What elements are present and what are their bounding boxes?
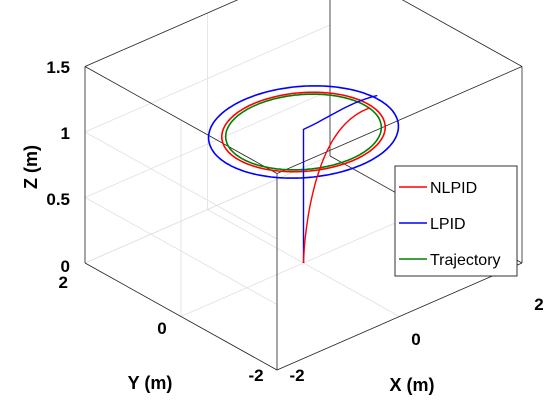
legend-label-lpid: LPID — [430, 216, 466, 233]
z-tick-label: 0.5 — [46, 190, 70, 209]
x-tick-label: 2 — [534, 295, 543, 314]
grid-line — [84, 90, 331, 198]
grid-line — [84, 24, 331, 133]
z-axis-label: Z (m) — [21, 145, 41, 189]
x-axis-label: X (m) — [390, 375, 435, 395]
series-line-lpid — [207, 85, 400, 179]
z-tick-label: 0 — [61, 257, 70, 276]
z-tick-label: 1.5 — [46, 58, 70, 77]
box-edge — [84, 66, 278, 174]
y-tick-label: 2 — [59, 273, 68, 292]
y-axis-label: Y (m) — [128, 373, 173, 393]
axes-box — [84, 0, 523, 371]
legend-label-trajectory: Trajectory — [430, 252, 501, 269]
legend-box — [394, 165, 518, 277]
box-edge — [276, 262, 523, 371]
series-transient-nlpid — [302, 107, 370, 264]
grid-line — [84, 155, 331, 264]
series-line-trajectory — [224, 93, 383, 171]
series-transient-lpid — [302, 94, 378, 263]
x-tick-label: -2 — [289, 366, 304, 385]
x-tick-label: 0 — [411, 330, 420, 349]
box-edge — [84, 0, 239, 67]
legend-label-nlpid: NLPID — [430, 180, 477, 197]
y-tick-label: -2 — [248, 366, 263, 385]
box-edge — [276, 66, 523, 174]
box-edge — [84, 262, 278, 371]
y-tick-label: 0 — [157, 319, 166, 338]
series-line-nlpid — [221, 91, 386, 173]
grid-line — [84, 131, 278, 240]
z-tick-label: 1 — [61, 124, 70, 143]
legend: NLPID LPID Trajectory — [394, 165, 518, 277]
box-edge — [401, 0, 523, 67]
grid-line — [84, 197, 278, 305]
